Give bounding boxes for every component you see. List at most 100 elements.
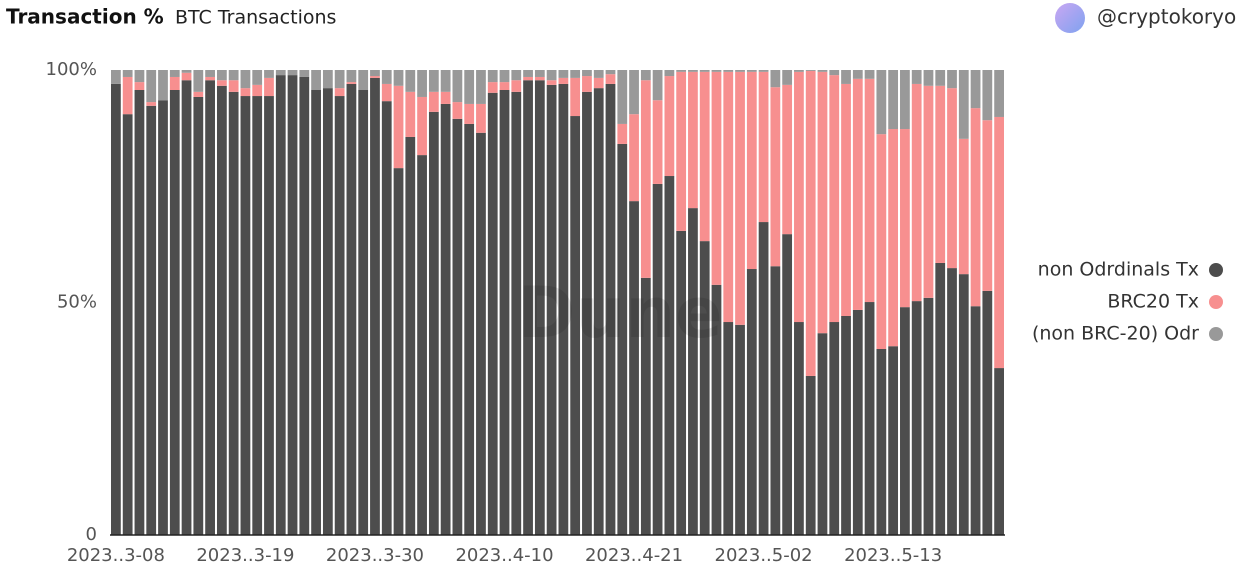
bar-segment <box>193 96 204 535</box>
bar-segment <box>994 368 1004 535</box>
bar-segment <box>852 309 863 535</box>
bar-segment <box>134 70 145 83</box>
bar-segment <box>876 349 887 535</box>
x-tick-label: 2023..3-19 <box>196 545 294 566</box>
bar-segment <box>852 78 863 310</box>
bar-segment <box>287 75 298 536</box>
bar-segment <box>487 70 498 83</box>
bar-segment <box>334 88 345 97</box>
bar-segment <box>735 324 745 535</box>
bar-segment <box>358 89 369 536</box>
bar-segment <box>122 76 133 115</box>
author[interactable]: @cryptokoryo <box>1097 5 1236 29</box>
legend-label[interactable]: non Odrdinals Tx <box>1038 259 1199 281</box>
x-tick-label: 2023..5-13 <box>844 545 942 566</box>
bar-segment <box>923 297 934 535</box>
bar-segment <box>570 116 581 535</box>
bar-segment <box>228 80 239 92</box>
bar-segment <box>617 70 628 124</box>
bar-segment <box>947 70 957 89</box>
bar-segment <box>582 76 592 92</box>
bar-segment <box>452 118 463 535</box>
bar-segment <box>122 114 133 536</box>
chart-subtitle: BTC Transactions <box>175 7 336 29</box>
bar-segment <box>287 70 298 76</box>
bar-segment <box>640 70 651 81</box>
legend-marker <box>1209 263 1223 277</box>
bar-segment <box>346 83 357 535</box>
bar-segment <box>888 70 899 130</box>
bar-segment <box>676 70 687 72</box>
bar-segment <box>652 100 663 184</box>
bar-segment <box>440 91 451 104</box>
bar-segment <box>111 70 121 84</box>
bar-segment <box>841 70 851 84</box>
bar-segment <box>770 87 781 267</box>
bar-segment <box>146 70 157 103</box>
bar-segment <box>205 76 215 81</box>
bar-segment <box>499 82 510 90</box>
bar-segment <box>381 70 392 84</box>
bar-segment <box>252 70 263 85</box>
bar-segment <box>664 76 675 177</box>
x-tick-label: 2023..3-30 <box>326 545 424 566</box>
bar-segment <box>605 70 616 75</box>
bar-segment <box>487 82 498 93</box>
bar-segment <box>699 70 710 72</box>
bar-segment <box>534 70 545 77</box>
bar-segment <box>888 346 899 535</box>
bar-segment <box>958 274 969 535</box>
bar-segment <box>629 70 639 115</box>
bar-segment <box>994 70 1004 117</box>
bar-segment <box>511 70 522 81</box>
bar-segment <box>499 89 510 536</box>
bar-segment <box>723 322 734 535</box>
bar-segment <box>264 77 274 97</box>
bar-segment <box>275 70 286 76</box>
bar-segment <box>923 70 934 86</box>
bar-segment <box>723 70 734 72</box>
y-tick-label: 50% <box>57 292 97 313</box>
bar-segment <box>417 96 427 156</box>
x-tick-label: 2023..4-21 <box>585 545 683 566</box>
legend-label[interactable]: (non BRC-20) Odr <box>1032 323 1199 345</box>
bar-segment <box>911 301 922 535</box>
bar-segment <box>452 70 463 103</box>
bar-segment <box>181 72 192 81</box>
y-tick-label: 100% <box>46 59 97 80</box>
bar-segment <box>476 70 486 104</box>
bar-segment <box>464 70 475 104</box>
bar-segment <box>240 96 251 535</box>
bar-segment <box>982 290 993 535</box>
x-tick-label: 2023..4-10 <box>455 545 553 566</box>
bar-segment <box>523 80 533 535</box>
bar-segment <box>664 176 675 535</box>
bar-segment <box>393 85 404 169</box>
bar-segment <box>794 71 804 323</box>
bar-segment <box>440 70 451 92</box>
bar-segment <box>370 77 380 535</box>
bar-segment <box>746 71 757 270</box>
bar-segment <box>134 89 145 536</box>
bar-segment <box>428 111 439 535</box>
bar-segment <box>393 168 404 536</box>
bar-segment <box>228 70 239 81</box>
bar-segment <box>393 70 404 86</box>
bar-segment <box>758 70 769 72</box>
bar-segment <box>735 70 745 72</box>
bar-segment <box>852 70 863 79</box>
bar-segment <box>676 230 687 535</box>
bar-segment <box>593 77 604 89</box>
legend-label[interactable]: BRC20 Tx <box>1107 291 1199 313</box>
bar-segment <box>888 129 899 347</box>
bar-segment <box>794 322 804 535</box>
bar-segment <box>864 302 875 535</box>
bar-segment <box>570 70 581 78</box>
bar-segment <box>464 103 475 124</box>
bar-segment <box>487 92 498 535</box>
bar-segment <box>322 88 333 535</box>
bar-segment <box>523 76 533 81</box>
bar-segment <box>158 100 168 535</box>
bar-segment <box>629 201 639 535</box>
bar-segment <box>911 83 922 302</box>
